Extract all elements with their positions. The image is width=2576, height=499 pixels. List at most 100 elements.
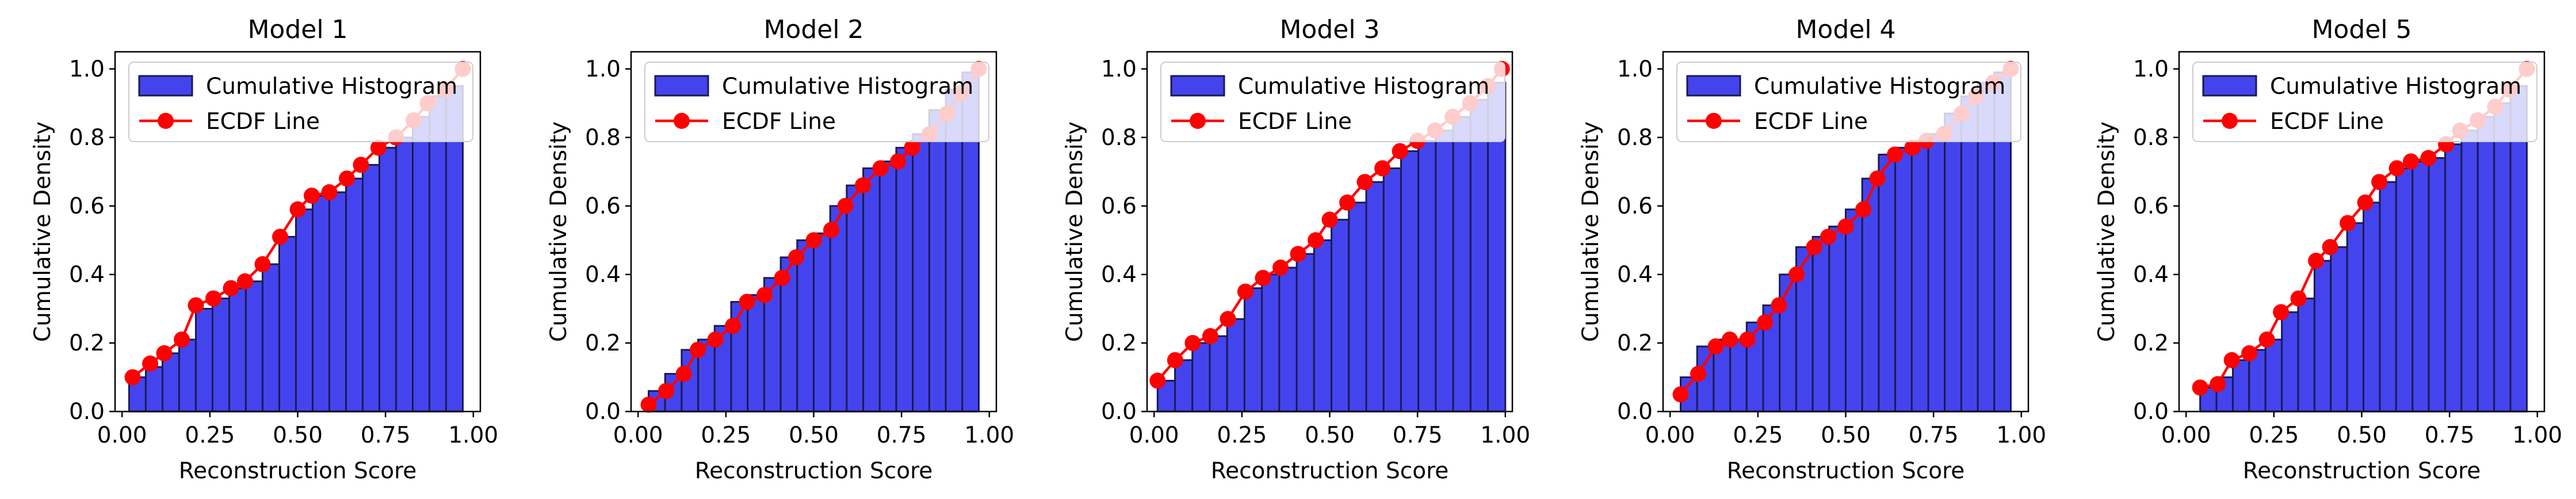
y-tick-label: 0.6 bbox=[1101, 193, 1137, 219]
histogram-bar bbox=[1365, 181, 1385, 413]
histogram-bar bbox=[395, 136, 414, 413]
histogram-bar bbox=[1845, 208, 1863, 413]
ecdf-point bbox=[2357, 194, 2374, 211]
ecdf-point bbox=[1771, 297, 1787, 314]
legend-swatch-ecdf-marker bbox=[1190, 113, 1206, 129]
x-axis: 0.00 0.25 0.50 0.75 1.00 bbox=[613, 412, 1014, 448]
histogram-bar bbox=[2231, 359, 2250, 413]
y-tick-label: 1.0 bbox=[1617, 56, 1653, 82]
legend: Cumulative Histogram ECDF Line bbox=[1160, 62, 1505, 142]
ecdf-point bbox=[2290, 290, 2307, 307]
y-tick-label: 0.4 bbox=[585, 262, 621, 288]
histogram-bar bbox=[1191, 342, 1211, 413]
legend-box bbox=[1160, 62, 1505, 142]
histogram-bar bbox=[2444, 143, 2463, 413]
legend-box bbox=[1676, 62, 2021, 142]
histogram-bar bbox=[895, 147, 914, 413]
histogram-bar bbox=[1400, 150, 1420, 413]
histogram-bar bbox=[1960, 95, 1979, 413]
chart-title: Model 2 bbox=[763, 15, 863, 44]
legend-swatch-ecdf-marker bbox=[674, 113, 690, 129]
x-tick-label: 0.25 bbox=[2249, 422, 2299, 448]
histogram-bar bbox=[1861, 177, 1880, 413]
histogram-bar bbox=[846, 184, 865, 413]
histogram-bar bbox=[295, 208, 314, 413]
panel-model-4: Model 4 0.0 0.2 0.4 0.6 0.8 1.0 0.00 0.25 0.50 0.7… bbox=[1578, 15, 2046, 484]
y-tick-label: 0.0 bbox=[1617, 399, 1653, 425]
histogram-bar bbox=[1348, 201, 1367, 413]
y-tick-label: 0.8 bbox=[2133, 125, 2169, 151]
legend-swatch-ecdf-marker bbox=[158, 113, 174, 129]
histogram-bar bbox=[2313, 260, 2332, 413]
ecdf-point bbox=[1149, 372, 1166, 389]
histogram-bar bbox=[2428, 157, 2447, 413]
histogram-bar bbox=[1174, 359, 1194, 413]
chart-title: Model 3 bbox=[1279, 15, 1379, 44]
chart-title: Model 5 bbox=[2311, 15, 2411, 44]
histogram-bar bbox=[2379, 181, 2397, 413]
y-tick-label: 0.2 bbox=[1617, 330, 1653, 356]
x-tick-label: 1.00 bbox=[2512, 422, 2562, 448]
legend-label-ecdf: ECDF Line bbox=[206, 109, 320, 135]
legend-label-ecdf: ECDF Line bbox=[1238, 109, 1352, 135]
ecdf-point bbox=[854, 177, 871, 194]
x-axis: 0.00 0.25 0.50 0.75 1.00 bbox=[1129, 412, 1530, 448]
ecdf-point bbox=[2322, 239, 2338, 256]
ecdf-point bbox=[805, 232, 822, 249]
x-axis: 0.00 0.25 0.50 0.75 1.00 bbox=[2161, 412, 2562, 448]
ecdf-point bbox=[2420, 150, 2437, 166]
histogram-bar bbox=[2363, 201, 2381, 413]
ecdf-point bbox=[2241, 345, 2258, 361]
histogram-bar bbox=[144, 366, 163, 413]
ecdf-point bbox=[2308, 253, 2325, 269]
y-axis-label: Cumulative Density bbox=[546, 121, 572, 342]
ecdf-point bbox=[1237, 283, 1253, 300]
legend: Cumulative Histogram ECDF Line bbox=[2192, 62, 2537, 142]
x-tick-label: 0.25 bbox=[701, 422, 751, 448]
ecdf-point bbox=[1308, 232, 1324, 249]
y-axis: 0.0 0.2 0.4 0.6 0.8 1.0 bbox=[1617, 56, 1663, 425]
legend-label-histogram: Cumulative Histogram bbox=[722, 74, 973, 100]
legend-box bbox=[128, 62, 473, 142]
histogram-bar bbox=[796, 239, 815, 413]
ecdf-point bbox=[142, 355, 159, 372]
histogram-bar bbox=[1331, 219, 1350, 413]
y-axis-label: Cumulative Density bbox=[30, 121, 56, 342]
x-axis-label: Reconstruction Score bbox=[1727, 458, 1965, 484]
legend-label-histogram: Cumulative Histogram bbox=[2270, 74, 2521, 100]
ecdf-point bbox=[1220, 311, 1236, 327]
panel-model-5: Model 5 0.0 0.2 0.4 0.6 0.8 1.0 0.00 0.25 0.50 0.7… bbox=[2094, 15, 2562, 484]
x-tick-label: 0.25 bbox=[1217, 422, 1267, 448]
y-axis: 0.0 0.2 0.4 0.6 0.8 1.0 bbox=[1101, 56, 1147, 425]
ecdf-point bbox=[725, 318, 742, 334]
ecdf-point bbox=[124, 369, 141, 386]
histogram-bar bbox=[261, 263, 280, 413]
y-tick-label: 0.8 bbox=[69, 125, 105, 151]
ecdf-point bbox=[675, 365, 692, 382]
ecdf-point bbox=[904, 139, 920, 156]
ecdf-point bbox=[1356, 174, 1373, 191]
legend: Cumulative Histogram ECDF Line bbox=[128, 62, 473, 142]
histogram-bar bbox=[1944, 112, 1962, 413]
ecdf-point bbox=[272, 228, 288, 245]
legend-label-histogram: Cumulative Histogram bbox=[206, 74, 457, 100]
y-axis: 0.0 0.2 0.4 0.6 0.8 1.0 bbox=[585, 56, 631, 425]
y-tick-label: 0.2 bbox=[69, 330, 105, 356]
y-axis-label: Cumulative Density bbox=[1062, 121, 1088, 342]
x-tick-label: 0.00 bbox=[2161, 422, 2211, 448]
legend-label-histogram: Cumulative Histogram bbox=[1754, 74, 2005, 100]
histogram-bar bbox=[378, 147, 397, 413]
x-tick-label: 0.00 bbox=[613, 422, 663, 448]
x-tick-label: 0.00 bbox=[1645, 422, 1695, 448]
ecdf-point bbox=[1707, 338, 1724, 355]
histogram-bar bbox=[1417, 140, 1437, 413]
y-tick-label: 0.8 bbox=[585, 125, 621, 151]
x-tick-label: 0.50 bbox=[1821, 422, 1871, 448]
y-tick-label: 0.6 bbox=[69, 193, 105, 219]
legend-swatch-histogram bbox=[654, 75, 709, 97]
legend: Cumulative Histogram ECDF Line bbox=[1676, 62, 2021, 142]
y-tick-label: 0.4 bbox=[1617, 262, 1653, 288]
ecdf-point bbox=[788, 249, 804, 266]
y-tick-label: 0.2 bbox=[585, 330, 621, 356]
